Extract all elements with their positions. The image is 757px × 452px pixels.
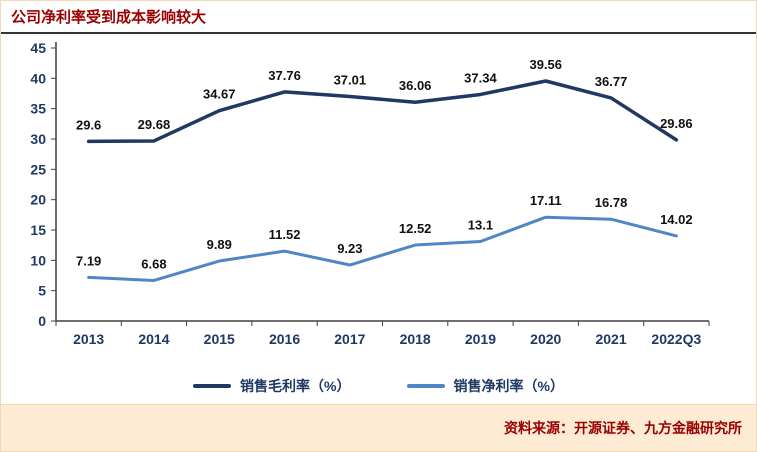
legend-item-net-margin: 销售净利率（%） — [406, 376, 564, 396]
series-line-1 — [87, 215, 678, 282]
y-tick-label: 35 — [30, 101, 46, 117]
x-tick-label: 2015 — [204, 331, 235, 347]
legend-item-gross-margin: 销售毛利率（%） — [193, 376, 351, 396]
y-tick-label: 15 — [30, 222, 46, 238]
legend-label-gross-margin: 销售毛利率（%） — [240, 378, 351, 394]
legend-label-net-margin: 销售净利率（%） — [453, 378, 564, 394]
data-label-s0: 36.77 — [595, 74, 628, 89]
data-label-s1: 9.23 — [337, 241, 362, 256]
chart-area: 0 5 10 15 20 25 30 35 40 45 2013 2014 2015 2016 2017 20… — [1, 34, 756, 367]
data-label-s1: 14.02 — [660, 212, 693, 227]
data-label-s0: 37.34 — [464, 70, 497, 85]
y-tick-label: 30 — [30, 131, 46, 147]
x-tick-label: 2019 — [465, 331, 496, 347]
source-bar: 资料来源：开源证券、九方金融研究所 — [1, 404, 756, 451]
data-label-s1: 9.89 — [207, 237, 232, 252]
x-tick-label: 2017 — [334, 331, 365, 347]
data-label-s0: 29.86 — [660, 116, 693, 131]
x-tick-label: 2013 — [73, 331, 104, 347]
x-tick-label: 2022Q3 — [651, 331, 701, 347]
y-tick-label: 40 — [30, 70, 46, 86]
y-tick-label: 20 — [30, 192, 46, 208]
title-divider — [1, 32, 756, 34]
y-tick-label: 0 — [38, 313, 46, 329]
legend-line-net-margin — [406, 384, 445, 388]
data-label-s0: 39.56 — [529, 57, 562, 72]
chart-legend: 销售毛利率（%） 销售净利率（%） — [1, 367, 756, 405]
title-row: 公司净利率受到成本影响较大 — [1, 1, 756, 32]
data-label-s0: 37.76 — [268, 68, 301, 83]
x-tick-label: 2021 — [595, 331, 626, 347]
series-line-0 — [86, 79, 679, 144]
data-label-s0: 37.01 — [334, 72, 367, 87]
data-label-s0: 36.06 — [399, 78, 432, 93]
line-chart: 0 5 10 15 20 25 30 35 40 45 2013 2014 2015 2016 2017 20… — [30, 40, 710, 347]
legend-line-gross-margin — [193, 384, 232, 388]
data-label-s1: 11.52 — [269, 227, 301, 242]
data-label-s1: 12.52 — [399, 221, 432, 236]
y-tick-label: 25 — [30, 161, 46, 177]
x-tick-label: 2020 — [530, 331, 561, 347]
data-label-s1: 16.78 — [595, 195, 628, 210]
data-label-s1: 6.68 — [141, 256, 166, 271]
data-label-s0: 29.6 — [76, 117, 101, 132]
chart-title: 公司净利率受到成本影响较大 — [11, 9, 207, 26]
source-text: 资料来源：开源证券、九方金融研究所 — [504, 420, 742, 436]
data-label-s0: 29.68 — [138, 117, 171, 132]
y-tick-label: 5 — [38, 283, 46, 299]
y-tick-label: 10 — [30, 252, 46, 268]
data-label-s1: 17.11 — [530, 193, 562, 208]
data-label-s1: 7.19 — [76, 253, 101, 268]
data-label-s1: 13.1 — [468, 218, 493, 233]
y-tick-label: 45 — [30, 40, 46, 56]
data-label-s0: 34.67 — [203, 87, 236, 102]
x-tick-label: 2018 — [400, 331, 431, 347]
x-tick-label: 2016 — [269, 331, 300, 347]
x-tick-label: 2014 — [138, 331, 169, 347]
